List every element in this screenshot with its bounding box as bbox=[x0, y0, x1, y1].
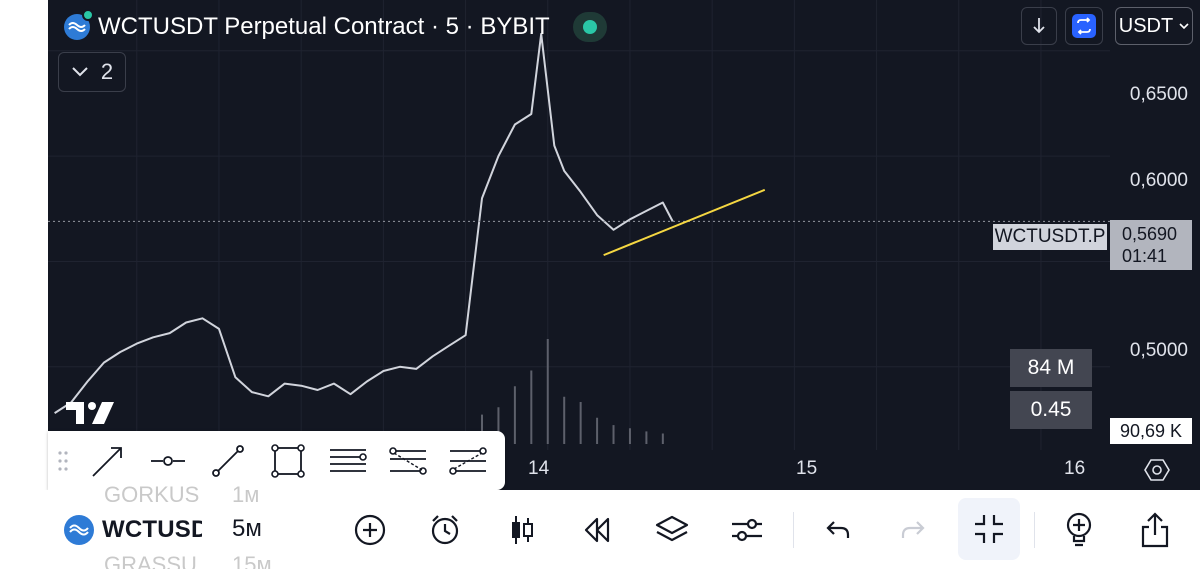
interval-selector[interactable]: 5м bbox=[232, 515, 262, 542]
arrow-tool-button[interactable] bbox=[78, 431, 138, 490]
fullscreen-exit-button[interactable] bbox=[958, 498, 1020, 560]
chart-type-button[interactable] bbox=[497, 505, 547, 555]
share-button[interactable] bbox=[1130, 505, 1180, 555]
prev-symbol-ghost: GORKUS bbox=[104, 482, 200, 507]
symbol-logo-icon bbox=[64, 9, 94, 40]
sync-chart-button[interactable] bbox=[1065, 7, 1103, 45]
chevron-down-icon bbox=[1179, 23, 1189, 30]
chart-header[interactable]: WCTUSDT Perpetual Contract · 5 · BYBIT bbox=[64, 9, 550, 42]
price-chart[interactable] bbox=[48, 0, 1200, 490]
redo-icon bbox=[901, 521, 925, 538]
plus-circle-icon bbox=[354, 514, 386, 546]
volume-bar bbox=[513, 386, 516, 444]
chart-grid bbox=[48, 0, 1110, 450]
tradingview-logo bbox=[66, 402, 114, 424]
ideas-button[interactable] bbox=[1054, 505, 1104, 555]
rewind-icon bbox=[584, 517, 610, 543]
drawing-toolbar bbox=[48, 431, 505, 490]
price-line bbox=[54, 32, 674, 414]
fib-retracement-tool-button[interactable] bbox=[378, 431, 438, 490]
toolbar-divider bbox=[793, 512, 794, 548]
drag-handle-icon[interactable] bbox=[48, 450, 78, 472]
volume-bar bbox=[546, 339, 549, 444]
price-series bbox=[54, 32, 674, 414]
volume-bar bbox=[628, 428, 631, 444]
prev-interval-ghost: 1м bbox=[232, 482, 260, 507]
indicators-collapse-button[interactable]: 2 bbox=[58, 52, 126, 92]
volume-scale-label: 90,69 K bbox=[1110, 418, 1192, 444]
undo-icon bbox=[826, 521, 850, 538]
symbol-price-tag: WCTUSDT.P bbox=[993, 224, 1107, 250]
volume-bar bbox=[579, 402, 582, 444]
arrow-down-icon bbox=[1033, 18, 1045, 34]
time-tick-label: 14 bbox=[528, 458, 550, 479]
indicator-value-box: 0.45 bbox=[1010, 391, 1092, 429]
alert-button[interactable] bbox=[420, 505, 470, 555]
chevron-down-icon bbox=[72, 67, 88, 77]
pitchfork-tool-button[interactable] bbox=[438, 431, 498, 490]
volume-value-box: 84 M bbox=[1010, 349, 1092, 387]
bar-countdown: 01:41 bbox=[1122, 246, 1168, 266]
price-tick-label: 0,6500 bbox=[1129, 84, 1188, 105]
current-price-label: 0,5690 01:41 bbox=[1110, 220, 1192, 270]
market-status-icon[interactable] bbox=[573, 12, 607, 42]
redo-button[interactable] bbox=[888, 505, 938, 555]
time-tick-label: 16 bbox=[1064, 458, 1086, 479]
fib-retracement-tool-icon bbox=[389, 446, 427, 475]
toolbar-divider bbox=[1034, 512, 1035, 548]
candlestick-icon bbox=[512, 516, 533, 544]
collapse-icon bbox=[975, 515, 1003, 543]
sliders-icon bbox=[732, 518, 762, 542]
rectangle-tool-button[interactable] bbox=[258, 431, 318, 490]
add-button[interactable] bbox=[345, 505, 395, 555]
parallel-channel-tool-button[interactable] bbox=[318, 431, 378, 490]
currency-select[interactable]: USDT bbox=[1115, 7, 1193, 45]
symbol-logo-icon bbox=[64, 515, 94, 545]
exchange-badge-icon bbox=[82, 9, 94, 21]
time-tick-label: 15 bbox=[796, 458, 818, 479]
lightbulb-icon bbox=[1066, 512, 1092, 547]
chart-title: WCTUSDT Perpetual Contract · 5 · BYBIT bbox=[98, 13, 550, 40]
volume-bar bbox=[497, 407, 500, 444]
trend-line bbox=[603, 188, 766, 257]
chart-area[interactable]: WCTUSDT Perpetual Contract · 5 · BYBIT 2… bbox=[48, 0, 1200, 490]
next-interval-ghost: 15м bbox=[232, 552, 272, 569]
sync-icon bbox=[1072, 14, 1096, 38]
next-symbol-ghost: GRASSU bbox=[104, 552, 197, 569]
share-icon bbox=[1141, 512, 1169, 548]
horizontal-line-tool-icon bbox=[151, 455, 185, 466]
pitchfork-tool-icon bbox=[449, 446, 487, 475]
rectangle-tool-icon bbox=[271, 443, 305, 478]
replay-button[interactable] bbox=[572, 505, 622, 555]
price-tick-label: 0,6000 bbox=[1129, 170, 1188, 191]
templates-button[interactable] bbox=[647, 505, 697, 555]
parallel-channel-tool-icon bbox=[330, 448, 367, 472]
chart-settings-icon[interactable] bbox=[1144, 457, 1170, 483]
trend-line-tool-icon bbox=[212, 444, 244, 477]
trend-line-tool-button[interactable] bbox=[198, 431, 258, 490]
volume-bars bbox=[464, 339, 664, 444]
symbol-name: WCTUSDT bbox=[102, 516, 202, 543]
scroll-to-realtime-button[interactable] bbox=[1021, 7, 1057, 45]
volume-bar bbox=[661, 433, 664, 444]
current-price-value: 0,5690 bbox=[1122, 224, 1178, 244]
volume-bar bbox=[563, 396, 566, 444]
volume-bar bbox=[612, 425, 615, 444]
undo-button[interactable] bbox=[813, 505, 863, 555]
volume-bar bbox=[596, 417, 599, 444]
layers-icon bbox=[655, 515, 689, 542]
chart-overlays bbox=[48, 188, 1110, 257]
volume-bar bbox=[481, 414, 484, 444]
horizontal-line-tool-button[interactable] bbox=[138, 431, 198, 490]
volume-bar bbox=[645, 431, 648, 444]
arrow-tool-icon bbox=[92, 446, 122, 477]
currency-label: USDT bbox=[1118, 14, 1174, 37]
alarm-clock-icon bbox=[431, 515, 459, 545]
volume-bar bbox=[530, 370, 533, 444]
indicator-settings-button[interactable] bbox=[722, 505, 772, 555]
price-tick-label: 0,5000 bbox=[1129, 340, 1188, 361]
indicator-count: 2 bbox=[100, 59, 114, 84]
symbol-selector[interactable]: WCTUSDT bbox=[64, 515, 202, 545]
